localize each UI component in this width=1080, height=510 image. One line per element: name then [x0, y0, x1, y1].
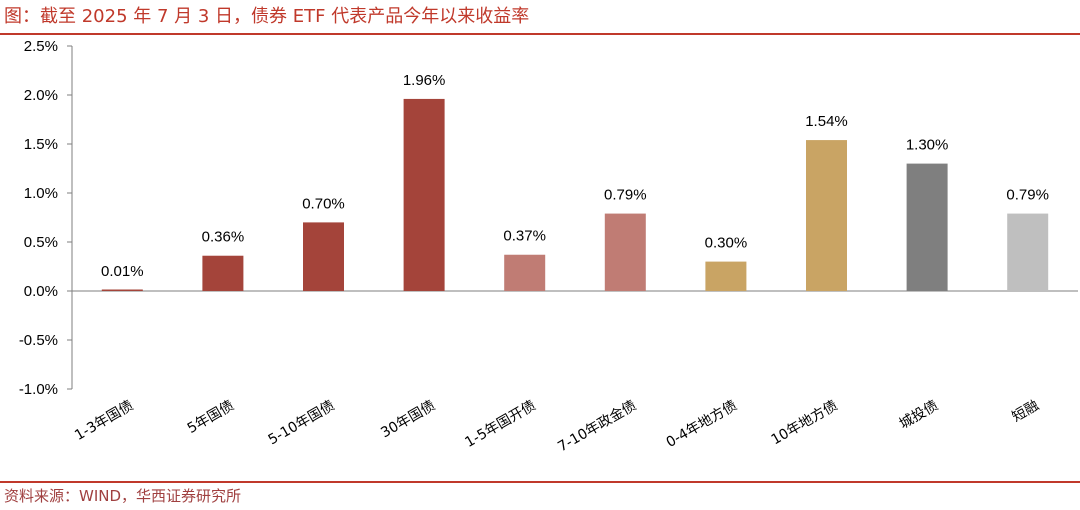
- x-tick-label: 10年地方债: [769, 398, 841, 449]
- x-axis-labels: 1-3年国债 5年国债 5-10年国债 30年国债 1-5年国开债 7-10年政金债 0-4…: [72, 398, 1042, 456]
- bar: [101, 289, 143, 291]
- bar: [303, 222, 344, 291]
- data-labels: 0.01% 0.36% 0.70% 1.96% 0.37% 0.79% 0.30% 1.54%…: [101, 72, 1049, 280]
- x-tick-label: 5-10年国债: [266, 398, 338, 449]
- y-tick-label: 1.5%: [24, 136, 58, 153]
- x-tick-label: 0-4年地方债: [664, 398, 740, 451]
- data-label: 0.30%: [705, 235, 748, 252]
- bar: [806, 140, 847, 291]
- data-label: 0.79%: [1006, 187, 1049, 204]
- source-note: 资料来源：WIND，华西证券研究所: [4, 487, 242, 505]
- y-tick-label: 2.5%: [24, 38, 58, 55]
- x-tick-label: 1-3年国债: [72, 398, 136, 444]
- y-tick-label: -0.5%: [19, 332, 58, 349]
- footer-divider: [0, 481, 1080, 483]
- x-tick-label: 短融: [1009, 398, 1041, 426]
- bar: [705, 261, 747, 291]
- x-tick-label: 30年国债: [378, 398, 438, 442]
- x-tick-label: 城投债: [897, 398, 941, 433]
- y-tick-label: 2.0%: [24, 87, 58, 104]
- x-tick-label: 1-5年国开债: [462, 398, 538, 451]
- bars: [101, 98, 1049, 291]
- bar-chart: 2.5% 2.0% 1.5% 1.0% 0.5% 0.0% -0.5% -1.0% 0.01%…: [19, 38, 1078, 456]
- y-tick-label: 0.5%: [24, 234, 58, 251]
- data-label: 0.01%: [101, 263, 144, 280]
- x-tick-label: 7-10年政金债: [555, 398, 639, 456]
- y-tick-label: 1.0%: [24, 185, 58, 202]
- bar: [504, 254, 546, 291]
- bar: [604, 213, 646, 291]
- bar: [202, 255, 244, 291]
- data-label: 0.36%: [202, 229, 245, 246]
- data-label: 1.30%: [906, 137, 949, 154]
- data-label: 1.54%: [805, 113, 848, 130]
- bar: [906, 163, 948, 291]
- data-label: 0.37%: [503, 228, 546, 245]
- x-tick-label: 5年国债: [185, 398, 237, 437]
- y-tick-label: -1.0%: [19, 381, 58, 398]
- title-divider: [0, 33, 1080, 35]
- data-label: 1.96%: [403, 72, 446, 89]
- y-tick-label: 0.0%: [24, 283, 58, 300]
- chart-title: 图：截至 2025 年 7 月 3 日，债券 ETF 代表产品今年以来收益率: [4, 6, 530, 27]
- bar: [403, 98, 445, 291]
- data-label: 0.79%: [604, 187, 647, 204]
- bar: [1007, 213, 1049, 291]
- data-label: 0.70%: [302, 195, 345, 212]
